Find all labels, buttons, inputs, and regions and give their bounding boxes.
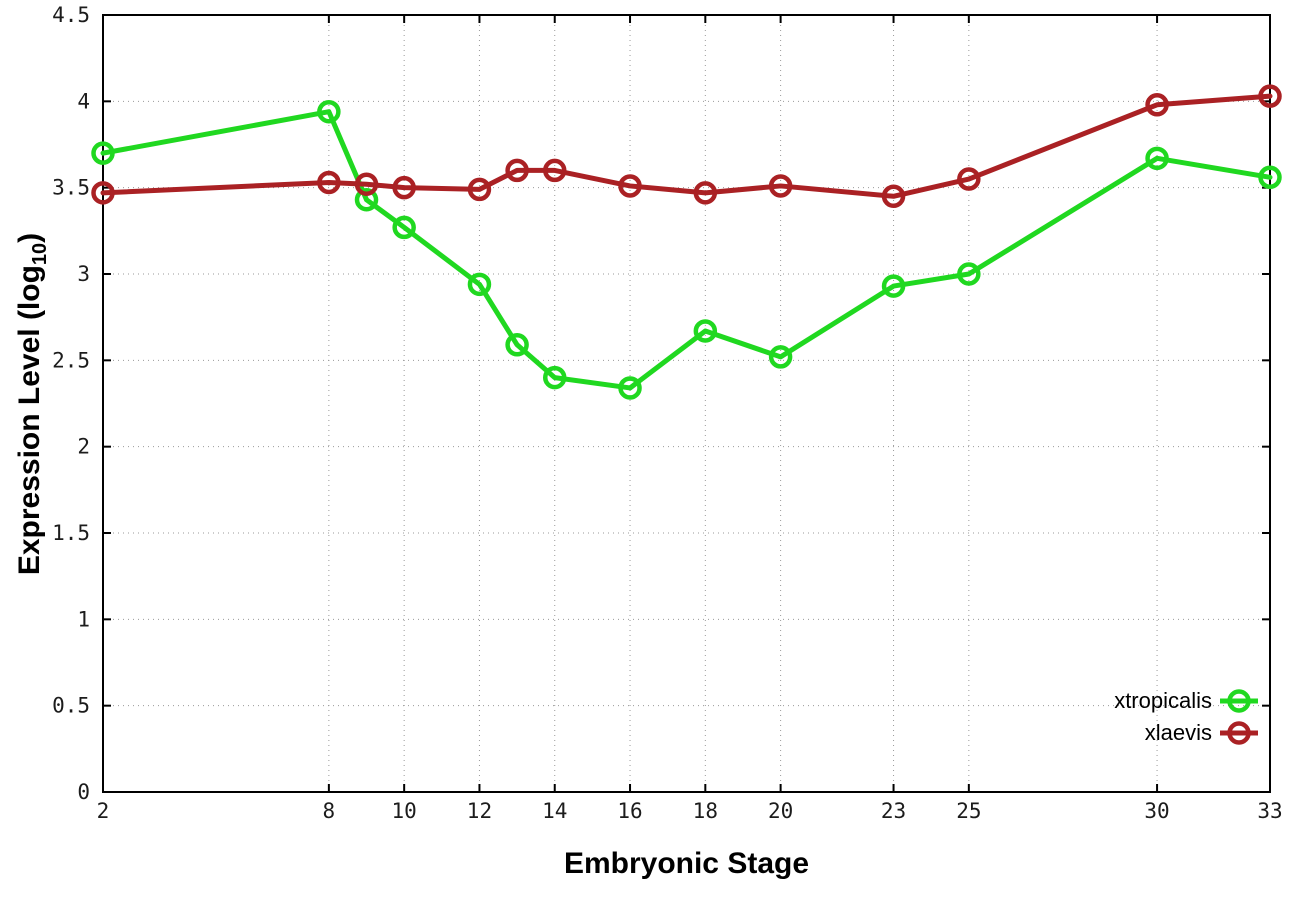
data-point-xlaevis bbox=[392, 175, 416, 200]
data-point-xtropicalis bbox=[317, 99, 341, 124]
legend-marker-xtropicalis bbox=[1227, 689, 1251, 713]
data-point-xtropicalis bbox=[467, 272, 492, 297]
data-point-xlaevis bbox=[1258, 84, 1282, 108]
series-xlaevis bbox=[91, 84, 1282, 209]
data-point-xlaevis bbox=[881, 184, 906, 209]
data-point-xlaevis bbox=[618, 174, 642, 198]
data-point-xtropicalis bbox=[693, 319, 718, 343]
data-point-xlaevis bbox=[957, 167, 981, 191]
data-point-xtropicalis bbox=[881, 274, 906, 298]
data-point-xtropicalis bbox=[354, 188, 379, 212]
y-tick-label: 0 bbox=[77, 780, 90, 804]
data-point-xtropicalis bbox=[618, 376, 642, 400]
data-point-xtropicalis bbox=[1145, 146, 1169, 171]
plot-border bbox=[102, 14, 1271, 793]
x-tick-label: 25 bbox=[956, 799, 981, 823]
legend-marker-xlaevis bbox=[1227, 721, 1251, 745]
x-tick-label: 10 bbox=[392, 799, 417, 823]
data-point-xlaevis bbox=[317, 170, 341, 195]
data-point-xlaevis bbox=[467, 177, 492, 202]
y-tick-label: 0.5 bbox=[52, 694, 90, 718]
x-tick-label: 30 bbox=[1144, 799, 1169, 823]
series-xtropicalis bbox=[91, 99, 1282, 400]
y-tick-label: 1 bbox=[77, 607, 90, 631]
y-tick-label: 4 bbox=[77, 89, 90, 113]
y-tick-label: 2 bbox=[77, 435, 90, 459]
data-point-xlaevis bbox=[91, 181, 115, 205]
data-point-xlaevis bbox=[354, 172, 379, 196]
x-tick-label: 2 bbox=[97, 799, 110, 823]
legend-label-xtropicalis: xtropicalis bbox=[1114, 688, 1212, 713]
x-tick-label: 16 bbox=[617, 799, 642, 823]
series-line-xtropicalis bbox=[100, 109, 1273, 391]
legend: xtropicalis xlaevis bbox=[1114, 688, 1258, 745]
data-point-xtropicalis bbox=[957, 262, 981, 286]
x-tick-label: 20 bbox=[768, 799, 793, 823]
data-point-xtropicalis bbox=[768, 345, 793, 369]
y-axis-title-subscript: 10 bbox=[29, 242, 51, 266]
x-tick-label: 23 bbox=[881, 799, 906, 823]
y-axis-title-close: ) bbox=[13, 232, 46, 243]
data-point-xlaevis bbox=[768, 174, 793, 198]
legend-label-xlaevis: xlaevis bbox=[1145, 720, 1212, 745]
x-tick-label: 8 bbox=[323, 799, 336, 823]
x-tick-label: 12 bbox=[467, 799, 492, 823]
data-point-xlaevis bbox=[505, 158, 529, 183]
x-axis-title: Embryonic Stage bbox=[563, 847, 810, 880]
data-point-xtropicalis bbox=[505, 333, 529, 357]
y-axis-title: Expression Level (log10) bbox=[13, 104, 51, 704]
data-point-xtropicalis bbox=[1258, 165, 1282, 190]
y-tick-label: 3 bbox=[77, 262, 90, 286]
data-point-xlaevis bbox=[1145, 93, 1169, 117]
x-tick-label: 14 bbox=[542, 799, 567, 823]
y-tick-label: 1.5 bbox=[52, 521, 90, 545]
x-tick-label: 33 bbox=[1257, 799, 1282, 823]
y-tick-label: 2.5 bbox=[52, 348, 90, 372]
series-line-xlaevis bbox=[100, 93, 1273, 199]
data-point-xlaevis bbox=[693, 181, 718, 205]
axis-layer: 2 8 10 12 14 16 18 20 23 25 30 33 0 0.5 1 1.5 2 2.5 3 3.5 4 4… bbox=[52, 3, 1283, 823]
x-tick-label: 18 bbox=[693, 799, 718, 823]
data-point-xtropicalis bbox=[542, 365, 567, 390]
y-tick-label: 4.5 bbox=[52, 3, 90, 27]
data-point-xtropicalis bbox=[91, 141, 115, 165]
y-axis-title-text: Expression Level (log bbox=[13, 265, 46, 576]
data-point-xlaevis bbox=[542, 158, 567, 183]
y-tick-label: 3.5 bbox=[52, 176, 90, 200]
data-point-xtropicalis bbox=[392, 215, 416, 240]
